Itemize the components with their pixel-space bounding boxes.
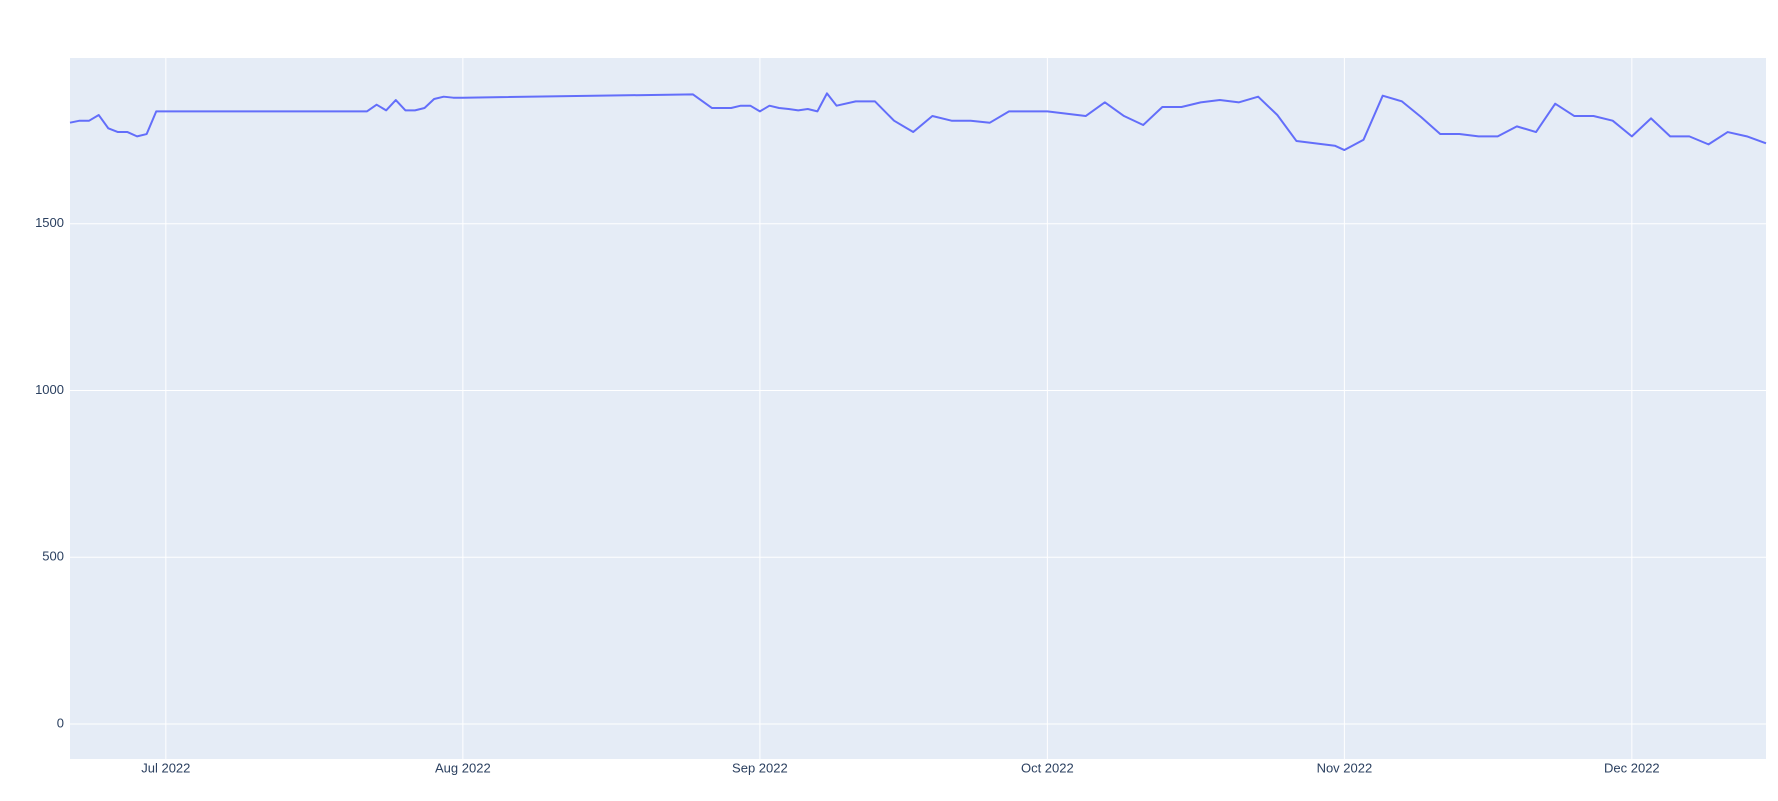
x-tick-label: Jul 2022 [141,760,190,775]
x-tick-label: Dec 2022 [1604,760,1660,775]
x-tick-label: Aug 2022 [435,760,491,775]
x-tick-label: Nov 2022 [1317,760,1373,775]
x-tick-label: Oct 2022 [1021,760,1074,775]
y-tick-label: 500 [42,549,64,564]
y-tick-label: 1500 [35,215,64,230]
y-tick-label: 0 [57,715,64,730]
line [69,92,1767,152]
x-tick-label: Sep 2022 [732,760,788,775]
plot-area [70,58,1766,759]
y-tick-label: 1000 [35,382,64,397]
